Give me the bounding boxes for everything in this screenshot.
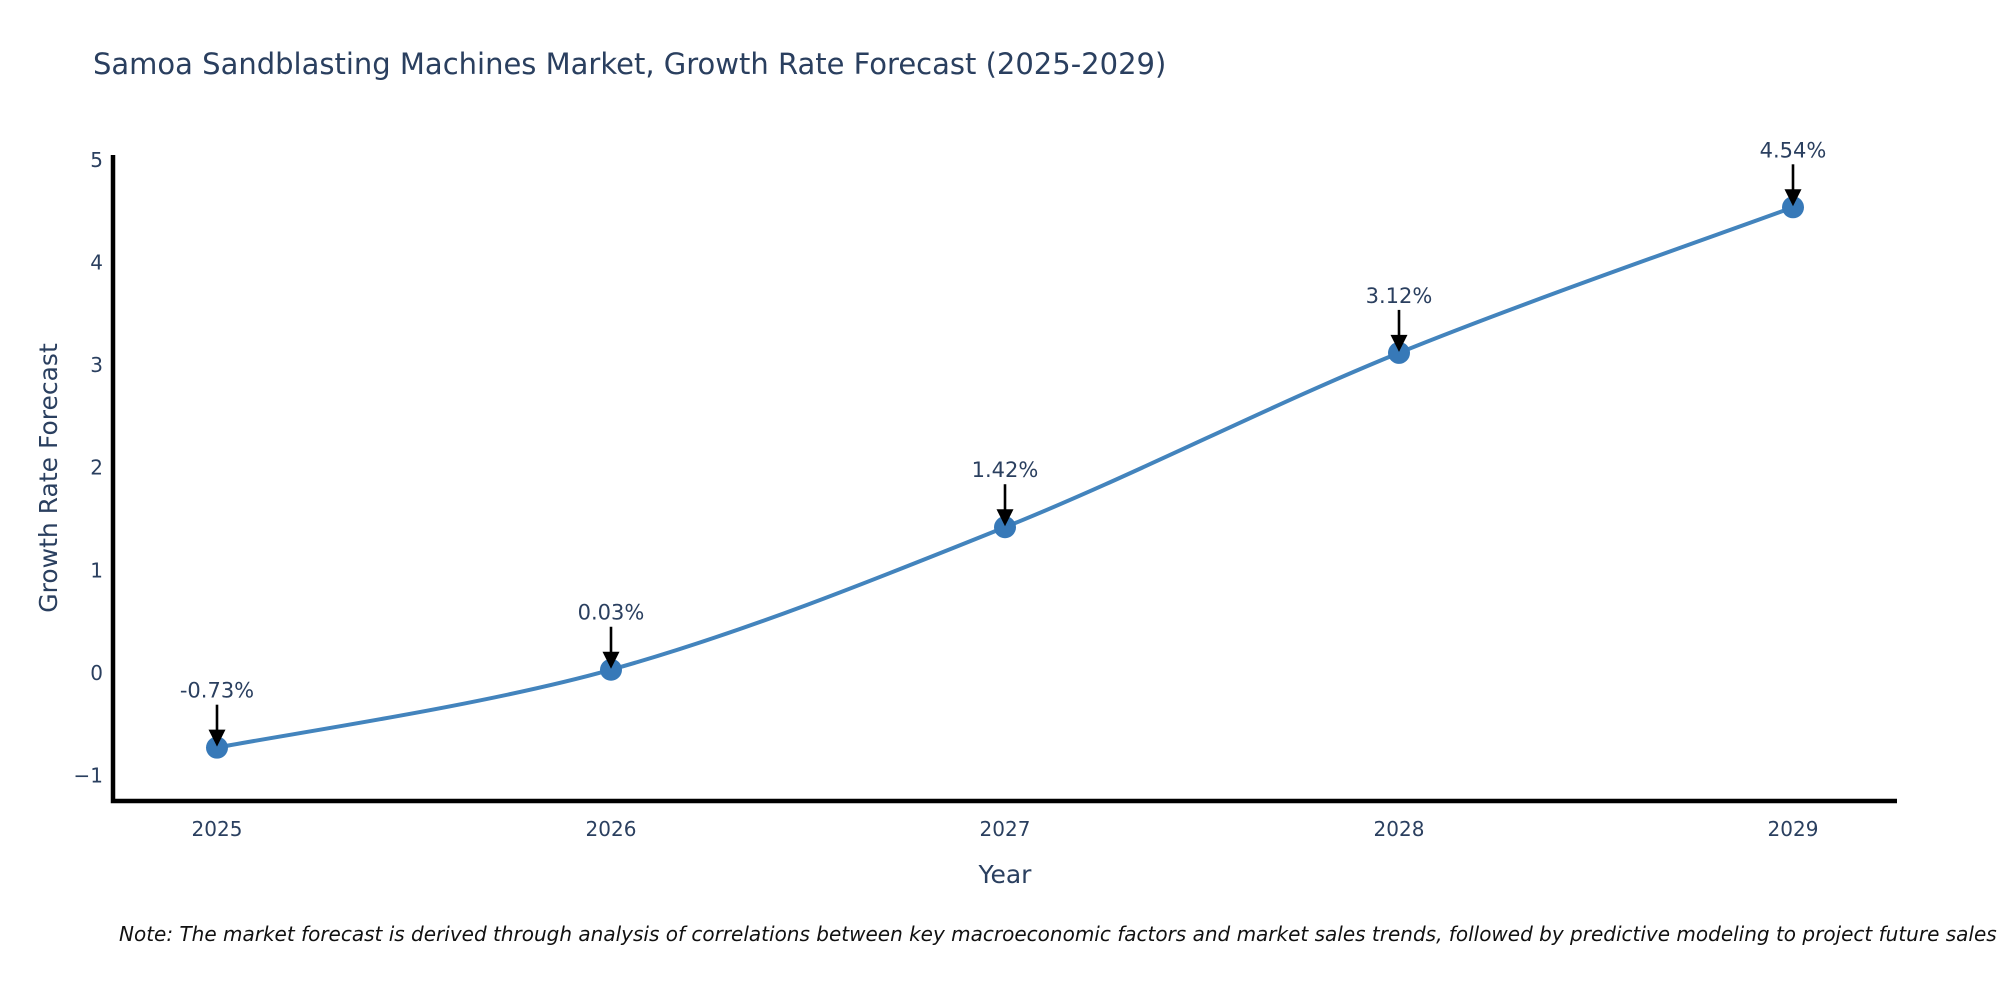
annotation-label-2029: 4.54% xyxy=(1760,138,1827,162)
annotation-arrow-head-2029 xyxy=(1784,189,1802,207)
annotation-label-2027: 1.42% xyxy=(972,458,1039,482)
data-point-2028[interactable] xyxy=(1388,341,1410,364)
annotation-label-2028: 3.12% xyxy=(1366,284,1433,308)
annotation-arrow-head-2027 xyxy=(996,509,1014,527)
x-tick-label-2025: 2025 xyxy=(192,817,243,841)
annotation-arrow-head-2026 xyxy=(602,651,620,669)
data-point-2026[interactable] xyxy=(600,658,622,681)
y-tick-label-4: 4 xyxy=(90,251,103,275)
x-tick-label-2027: 2027 xyxy=(980,817,1031,841)
x-tick-label-2026: 2026 xyxy=(586,817,637,841)
y-tick-label--1: −1 xyxy=(74,763,103,787)
y-tick-label-3: 3 xyxy=(90,353,103,377)
y-axis-title: Growth Rate Forecast xyxy=(34,343,63,613)
data-point-2025[interactable] xyxy=(206,736,228,759)
axes-spines xyxy=(110,155,1897,804)
y-tick-label-0: 0 xyxy=(90,661,103,685)
annotation-label-2025: -0.73% xyxy=(180,679,254,703)
y-tick-label-1: 1 xyxy=(90,558,103,582)
x-tick-label-2029: 2029 xyxy=(1768,817,1819,841)
annotation-arrow-head-2025 xyxy=(208,729,226,747)
chart-title: Samoa Sandblasting Machines Market, Grow… xyxy=(93,47,1167,81)
y-tick-label-5: 5 xyxy=(90,148,103,172)
annotation-arrow-head-2028 xyxy=(1390,334,1408,352)
data-point-2027[interactable] xyxy=(994,516,1016,539)
x-axis-title: Year xyxy=(978,860,1033,889)
data-point-2029[interactable] xyxy=(1782,196,1804,219)
x-tick-label-2028: 2028 xyxy=(1374,817,1425,841)
footnote: Note: The market forecast is derived thr… xyxy=(119,922,1997,946)
y-tick-label-2: 2 xyxy=(90,456,103,480)
annotation-label-2026: 0.03% xyxy=(578,601,645,625)
